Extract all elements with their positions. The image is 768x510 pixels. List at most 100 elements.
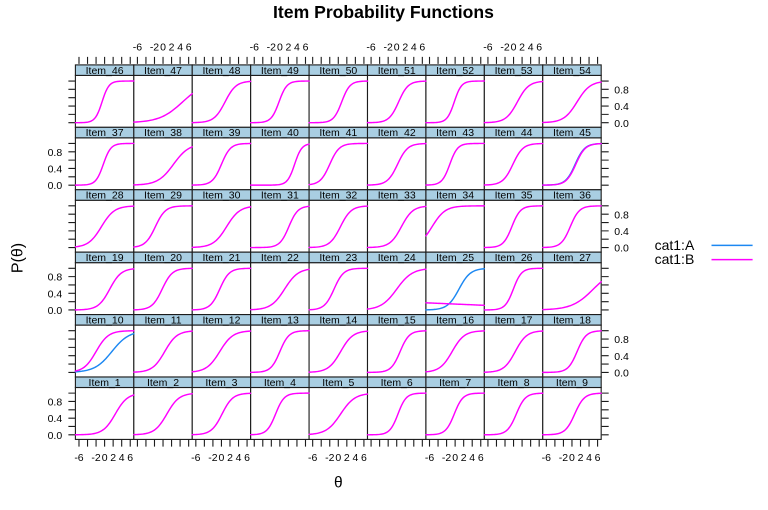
svg-text:2: 2	[285, 42, 291, 54]
svg-text:Item_21: Item_21	[202, 252, 240, 264]
svg-text:0.4: 0.4	[48, 288, 63, 300]
svg-text:0.8: 0.8	[614, 84, 629, 96]
svg-text:4: 4	[119, 452, 125, 464]
svg-text:Item_24: Item_24	[378, 252, 416, 264]
svg-text:0: 0	[394, 42, 400, 54]
svg-text:Item_14: Item_14	[319, 314, 357, 326]
svg-text:Item_5: Item_5	[322, 377, 354, 389]
svg-text:Item_27: Item_27	[553, 252, 591, 264]
svg-text:Item_7: Item_7	[439, 377, 471, 389]
svg-text:Item_42: Item_42	[378, 127, 416, 139]
svg-text:Item_47: Item_47	[144, 65, 182, 77]
svg-text:0.8: 0.8	[614, 334, 629, 346]
svg-text:Item_37: Item_37	[86, 127, 124, 139]
svg-text:2: 2	[402, 42, 408, 54]
svg-text:2: 2	[110, 452, 116, 464]
svg-text:cat1:B: cat1:B	[655, 251, 695, 267]
svg-text:2: 2	[578, 452, 584, 464]
svg-text:4: 4	[586, 452, 592, 464]
svg-text:2: 2	[227, 452, 233, 464]
svg-text:Item_39: Item_39	[202, 127, 240, 139]
svg-text:Item_41: Item_41	[319, 127, 357, 139]
svg-text:Item_9: Item_9	[556, 377, 588, 389]
svg-text:Item_36: Item_36	[553, 190, 591, 202]
svg-text:Item_43: Item_43	[436, 127, 474, 139]
svg-text:-2: -2	[442, 452, 451, 464]
svg-text:-6: -6	[483, 42, 492, 54]
svg-text:0.4: 0.4	[48, 164, 63, 176]
svg-text:0: 0	[335, 452, 341, 464]
svg-text:2: 2	[344, 452, 350, 464]
svg-text:0.0: 0.0	[614, 118, 629, 130]
svg-text:Item_6: Item_6	[381, 377, 413, 389]
svg-text:6: 6	[419, 42, 425, 54]
svg-text:Item_12: Item_12	[202, 314, 240, 326]
svg-text:P(θ): P(θ)	[9, 243, 26, 273]
svg-text:Item_45: Item_45	[553, 127, 591, 139]
svg-text:0.0: 0.0	[48, 180, 63, 192]
svg-text:6: 6	[244, 452, 250, 464]
svg-text:-2: -2	[500, 42, 509, 54]
svg-text:0: 0	[452, 452, 458, 464]
svg-text:4: 4	[352, 452, 358, 464]
svg-text:0: 0	[102, 452, 108, 464]
svg-text:Item_34: Item_34	[436, 190, 474, 202]
svg-text:Item_20: Item_20	[144, 252, 182, 264]
svg-text:Item_11: Item_11	[144, 314, 181, 326]
svg-text:0: 0	[160, 42, 166, 54]
svg-text:Item_40: Item_40	[261, 127, 299, 139]
svg-text:Item_33: Item_33	[378, 190, 416, 202]
svg-text:0.4: 0.4	[48, 413, 63, 425]
svg-text:Item_3: Item_3	[205, 377, 237, 389]
svg-text:-6: -6	[74, 452, 83, 464]
svg-text:Item_35: Item_35	[495, 190, 533, 202]
svg-text:cat1:A: cat1:A	[655, 237, 695, 253]
svg-text:4: 4	[236, 452, 242, 464]
svg-text:Item_31: Item_31	[261, 190, 299, 202]
svg-text:0.4: 0.4	[614, 226, 629, 238]
svg-text:Item_54: Item_54	[553, 65, 591, 77]
svg-text:-2: -2	[267, 42, 276, 54]
svg-text:4: 4	[528, 42, 534, 54]
svg-text:4: 4	[469, 452, 475, 464]
svg-text:2: 2	[461, 452, 467, 464]
svg-text:0.4: 0.4	[614, 101, 629, 113]
svg-text:Item_16: Item_16	[436, 314, 474, 326]
svg-text:Item_49: Item_49	[261, 65, 299, 77]
svg-text:4: 4	[177, 42, 183, 54]
svg-text:Item_52: Item_52	[436, 65, 474, 77]
svg-text:Item_18: Item_18	[553, 314, 591, 326]
svg-text:Item_32: Item_32	[319, 190, 357, 202]
svg-text:0.8: 0.8	[48, 147, 63, 159]
svg-text:6: 6	[478, 452, 484, 464]
svg-text:2: 2	[169, 42, 175, 54]
svg-text:4: 4	[294, 42, 300, 54]
svg-text:Item_17: Item_17	[495, 314, 533, 326]
svg-text:0: 0	[511, 42, 517, 54]
svg-text:0.4: 0.4	[614, 351, 629, 363]
svg-text:-6: -6	[308, 452, 317, 464]
svg-text:0: 0	[219, 452, 225, 464]
svg-text:6: 6	[595, 452, 601, 464]
svg-text:6: 6	[303, 42, 309, 54]
svg-text:Item_25: Item_25	[436, 252, 474, 264]
svg-text:-2: -2	[208, 452, 217, 464]
svg-text:Item Probability Functions: Item Probability Functions	[273, 2, 494, 22]
svg-text:Item_53: Item_53	[495, 65, 533, 77]
svg-text:0.8: 0.8	[48, 272, 63, 284]
svg-text:0.0: 0.0	[614, 243, 629, 255]
svg-text:6: 6	[186, 42, 192, 54]
svg-text:-2: -2	[91, 452, 100, 464]
svg-text:-2: -2	[325, 452, 334, 464]
svg-text:Item_46: Item_46	[86, 65, 124, 77]
svg-text:Item_28: Item_28	[86, 190, 124, 202]
svg-text:2: 2	[519, 42, 525, 54]
svg-text:-6: -6	[133, 42, 142, 54]
svg-text:-2: -2	[383, 42, 392, 54]
svg-text:6: 6	[127, 452, 133, 464]
svg-text:0.0: 0.0	[48, 305, 63, 317]
svg-text:Item_44: Item_44	[495, 127, 533, 139]
svg-text:Item_19: Item_19	[86, 252, 124, 264]
svg-text:Item_23: Item_23	[319, 252, 357, 264]
svg-text:0.8: 0.8	[614, 209, 629, 221]
